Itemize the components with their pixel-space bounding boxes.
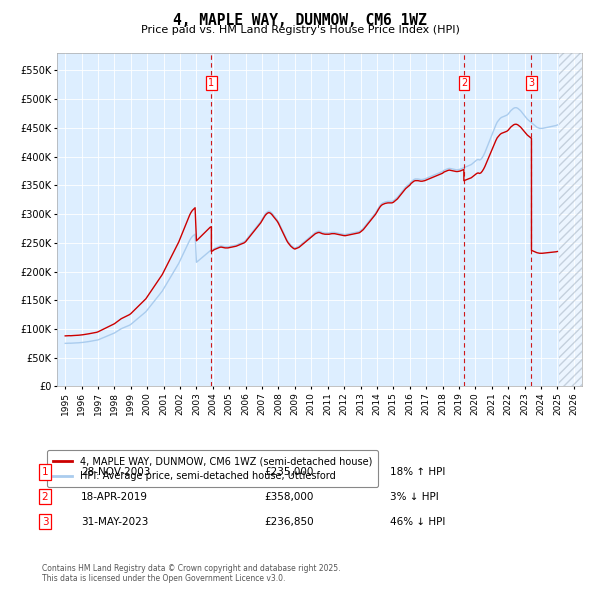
Bar bbox=[559, 53, 582, 386]
Text: 3: 3 bbox=[529, 78, 535, 88]
Legend: 4, MAPLE WAY, DUNMOW, CM6 1WZ (semi-detached house), HPI: Average price, semi-de: 4, MAPLE WAY, DUNMOW, CM6 1WZ (semi-deta… bbox=[47, 450, 378, 487]
Bar bbox=[559, 53, 582, 386]
Text: £236,850: £236,850 bbox=[264, 517, 314, 526]
Text: 2: 2 bbox=[41, 492, 49, 502]
Text: 18% ↑ HPI: 18% ↑ HPI bbox=[390, 467, 445, 477]
Text: £235,000: £235,000 bbox=[264, 467, 313, 477]
Text: Contains HM Land Registry data © Crown copyright and database right 2025.
This d: Contains HM Land Registry data © Crown c… bbox=[42, 563, 341, 583]
Text: £358,000: £358,000 bbox=[264, 492, 313, 502]
Text: 3% ↓ HPI: 3% ↓ HPI bbox=[390, 492, 439, 502]
Text: 46% ↓ HPI: 46% ↓ HPI bbox=[390, 517, 445, 526]
Text: 1: 1 bbox=[41, 467, 49, 477]
Text: 2: 2 bbox=[461, 78, 467, 88]
Text: Price paid vs. HM Land Registry's House Price Index (HPI): Price paid vs. HM Land Registry's House … bbox=[140, 25, 460, 35]
Text: 3: 3 bbox=[41, 517, 49, 526]
Text: 31-MAY-2023: 31-MAY-2023 bbox=[81, 517, 148, 526]
Text: 28-NOV-2003: 28-NOV-2003 bbox=[81, 467, 151, 477]
Text: 4, MAPLE WAY, DUNMOW, CM6 1WZ: 4, MAPLE WAY, DUNMOW, CM6 1WZ bbox=[173, 13, 427, 28]
Text: 1: 1 bbox=[208, 78, 214, 88]
Text: 18-APR-2019: 18-APR-2019 bbox=[81, 492, 148, 502]
